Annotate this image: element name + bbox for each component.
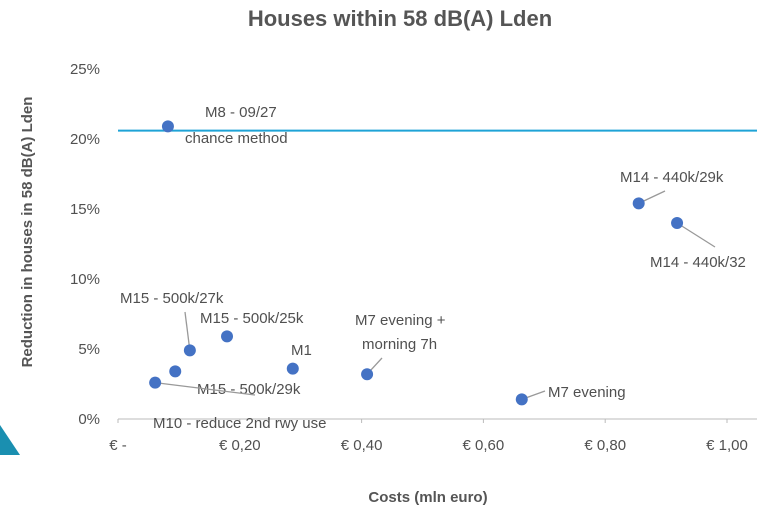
point-label: morning 7h: [362, 336, 437, 353]
point: [515, 393, 528, 406]
x-tick-label: € 0,40: [341, 437, 383, 454]
decoration: [0, 425, 20, 455]
point: [361, 368, 374, 381]
point-label: M1: [291, 342, 312, 359]
x-tick-label: € 0,60: [463, 437, 505, 454]
y-tick-label: 5%: [78, 341, 100, 358]
y-tick-label: 25%: [70, 61, 100, 78]
chart-title: Houses within 58 dB(A) Lden: [248, 6, 552, 31]
x-axis-title: Costs (mln euro): [368, 489, 487, 506]
x-tick-label: € 1,00: [706, 437, 748, 454]
y-axis-title: Reduction in houses in 58 dB(A) Lden: [19, 97, 36, 368]
y-tick-label: 20%: [70, 131, 100, 148]
y-tick-label: 15%: [70, 201, 100, 218]
point: [286, 362, 299, 375]
point-label: M10 - reduce 2nd rwy use: [153, 415, 326, 432]
x-tick-label: € -: [109, 437, 127, 454]
point-label: M14 - 440k/29k: [620, 169, 724, 186]
point-label: M15 - 500k/29k: [197, 381, 301, 398]
y-tick-label: 10%: [70, 271, 100, 288]
point: [671, 217, 684, 229]
point-label: M7 evening +: [355, 312, 446, 329]
point-label: M8 - 09/27: [205, 104, 277, 121]
point-label: M15 - 500k/25k: [200, 310, 304, 327]
point-label: M14 - 440k/32: [650, 254, 746, 271]
x-tick-label: € 0,20: [219, 437, 261, 454]
leader-line: [676, 222, 716, 248]
point: [149, 376, 162, 389]
point: [183, 344, 196, 357]
point: [169, 365, 182, 378]
leader-line: [155, 381, 256, 396]
point: [161, 120, 174, 133]
leader-line: [184, 311, 191, 351]
point-label: chance method: [185, 130, 288, 147]
x-tick-label: € 0,80: [584, 437, 626, 454]
y-tick-label: 0%: [78, 411, 100, 428]
point: [632, 197, 645, 210]
point-label: M7 evening: [548, 384, 626, 401]
point-label: M15 - 500k/27k: [120, 290, 224, 307]
point: [221, 330, 234, 343]
